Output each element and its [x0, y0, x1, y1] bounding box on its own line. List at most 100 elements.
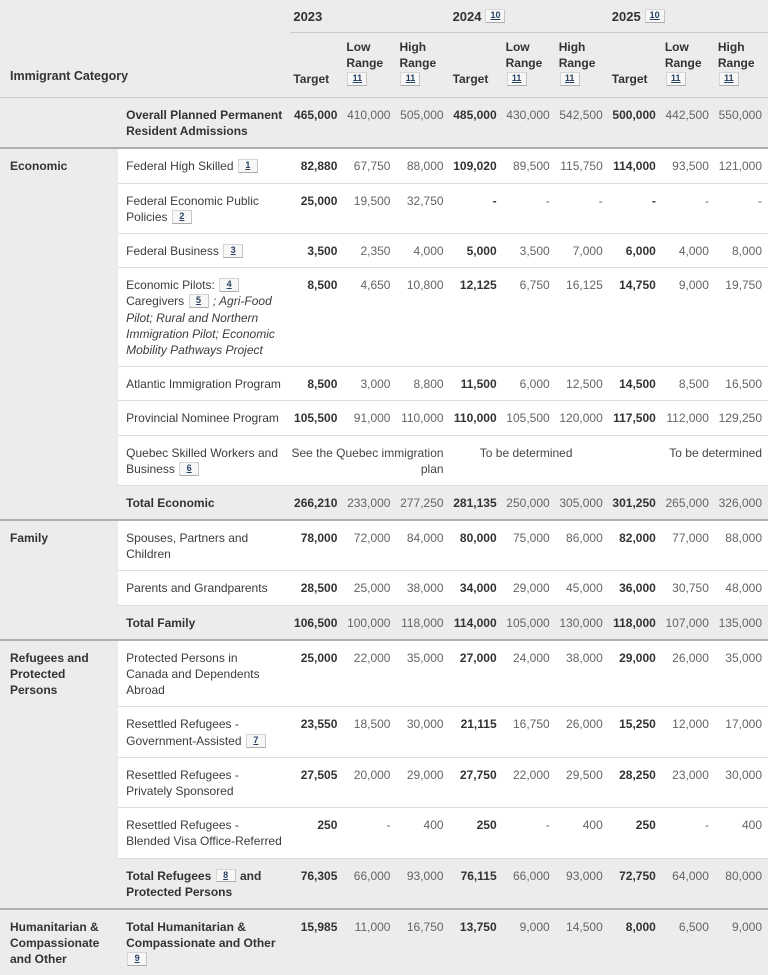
range-value-cell: 3,000 [343, 366, 397, 401]
footnote-link-11[interactable]: 11 [347, 71, 368, 86]
range-value-cell: 233,000 [343, 484, 397, 521]
target-value-cell: 14,750 [608, 267, 662, 367]
range-value-cell: 66,000 [343, 857, 397, 909]
table-row: Refugees and Protected Persons Protected … [0, 638, 768, 909]
label-text: Total Family [126, 615, 196, 630]
range-value-cell: 265,000 [661, 484, 715, 521]
range-value-cell: 26,000 [555, 706, 609, 758]
range-value-cell: 250,000 [502, 484, 556, 521]
range-value-cell: 29,000 [502, 570, 556, 606]
year-header-2024: 2024 10 [449, 0, 609, 33]
range-value-cell: 67,750 [343, 147, 397, 184]
footnote-link-6[interactable]: 6 [179, 461, 200, 476]
subcategory-cell: Economic Pilots: 4 Caregivers 5 ; Agri-F… [118, 267, 291, 367]
range-value-cell: 86,000 [555, 519, 609, 571]
table-row: Economic Federal High Skilled 1 82,880 67,7… [0, 147, 768, 521]
subcategory-cell: Federal Economic Public Policies 2 [118, 182, 291, 234]
measure-label: Low Range [346, 39, 384, 70]
range-value-cell: 400 [396, 807, 450, 859]
table-row: Atlantic Immigration Program 8,500 3,000 8,… [0, 366, 768, 401]
target-value-cell: 27,505 [290, 756, 344, 808]
footnote-link-3[interactable]: 3 [223, 244, 244, 258]
target-value-cell: 105,500 [290, 400, 344, 436]
range-value-cell: 88,000 [396, 147, 450, 184]
year-header-2025: 2025 10 [608, 0, 768, 33]
range-value-cell: 430,000 [502, 97, 556, 149]
label-text: Caregivers [126, 294, 188, 309]
range-value-cell: 9,000 [661, 267, 715, 367]
footnote-link-11[interactable]: 11 [400, 71, 421, 86]
footnote-link-11[interactable]: 11 [665, 71, 686, 86]
subcategory-cell: Resettled Refugees - Blended Visa Office… [118, 807, 291, 859]
measure-header-high-range: High Range 11 [396, 32, 450, 98]
range-value-cell: 93,000 [555, 857, 609, 909]
measure-header-high-range: High Range 11 [555, 32, 609, 98]
label-text: Total Refugees [126, 868, 215, 883]
range-value-cell: 91,000 [343, 400, 397, 436]
target-value-cell: 15,985 [290, 907, 344, 975]
target-value-cell: 14,500 [608, 366, 662, 401]
range-value-cell: 77,000 [661, 519, 715, 571]
table-row: Total Family 106,500 100,000 118,000 114,000… [0, 604, 768, 640]
range-value-cell: 135,000 [714, 604, 768, 640]
note-cell: To be determined [449, 434, 609, 486]
target-value-cell: 36,000 [608, 570, 662, 606]
target-value-cell: 250 [290, 807, 344, 859]
label-italic-text: ; Agri-Food Pilot; Rural and Northern Im… [126, 294, 275, 357]
target-value-cell: 485,000 [449, 97, 503, 149]
footnote-link-1[interactable]: 1 [237, 159, 258, 174]
range-value-cell: 130,000 [555, 604, 609, 640]
range-value-cell: 400 [555, 807, 609, 859]
subcategory-cell: Total Refugees 8 and Protected Persons [118, 857, 291, 909]
range-value-cell: 100,000 [343, 604, 397, 640]
label-text: Federal High Skilled [126, 159, 237, 174]
range-value-cell: 6,000 [502, 366, 556, 401]
range-value-cell: 22,000 [502, 756, 556, 808]
range-value-cell: 29,000 [396, 756, 450, 808]
measure-header-low-range: Low Range 11 [343, 32, 397, 98]
label-text: Overall Planned Permanent Resident Admis… [126, 108, 283, 139]
table-row: Humanitarian & Compassionate and Other To… [0, 907, 768, 975]
range-value-cell: 112,000 [661, 400, 715, 436]
range-value-cell: 7,000 [555, 233, 609, 268]
range-value-cell: 22,000 [343, 638, 397, 707]
table-row: Resettled Refugees - Privately Sponsored… [0, 756, 768, 808]
target-value-cell: 76,115 [449, 857, 503, 909]
measure-label: Low Range [505, 39, 543, 70]
label-text: Economic Pilots: [126, 278, 219, 293]
range-value-cell: - [343, 807, 397, 859]
range-value-cell: 75,000 [502, 519, 556, 571]
range-value-cell: 25,000 [343, 570, 397, 606]
range-value-cell: 442,500 [661, 97, 715, 149]
footnote-link-7[interactable]: 7 [245, 733, 266, 748]
range-value-cell: 115,750 [555, 147, 609, 184]
label-text: Protected Persons in Canada and Dependen… [126, 650, 260, 698]
footnote-link-4[interactable]: 4 [219, 278, 240, 293]
range-value-cell: 11,000 [343, 907, 397, 975]
measure-label: Target [293, 71, 330, 86]
range-value-cell: 6,750 [502, 267, 556, 367]
range-value-cell: 30,000 [396, 706, 450, 758]
label-text: Resettled Refugees - Blended Visa Office… [126, 818, 282, 849]
footnote-link-9[interactable]: 9 [127, 952, 148, 967]
range-value-cell: 400 [714, 807, 768, 859]
range-value-cell: 16,750 [396, 907, 450, 975]
target-value-cell: 27,000 [449, 638, 503, 707]
target-value-cell: 13,750 [449, 907, 503, 975]
footnote-link-5[interactable]: 5 [188, 294, 209, 309]
footnote-link-11[interactable]: 11 [559, 71, 580, 86]
subcategory-cell: Total Humanitarian & Compassionate and O… [118, 907, 291, 975]
footnote-link-8[interactable]: 8 [215, 868, 236, 883]
subcategory-cell: Total Economic [118, 484, 291, 521]
range-value-cell: 32,750 [396, 182, 450, 234]
footnote-link-10[interactable]: 10 [644, 9, 665, 23]
table-row: Parents and Grandparents 28,500 25,000 38,0… [0, 570, 768, 606]
footnote-link-2[interactable]: 2 [171, 209, 192, 224]
footnote-link-11[interactable]: 11 [506, 71, 527, 86]
range-value-cell: 12,500 [555, 366, 609, 401]
range-value-cell: 105,000 [502, 604, 556, 640]
footnote-link-10[interactable]: 10 [485, 9, 506, 23]
range-value-cell: 89,500 [502, 147, 556, 184]
footnote-link-11[interactable]: 11 [718, 71, 739, 86]
